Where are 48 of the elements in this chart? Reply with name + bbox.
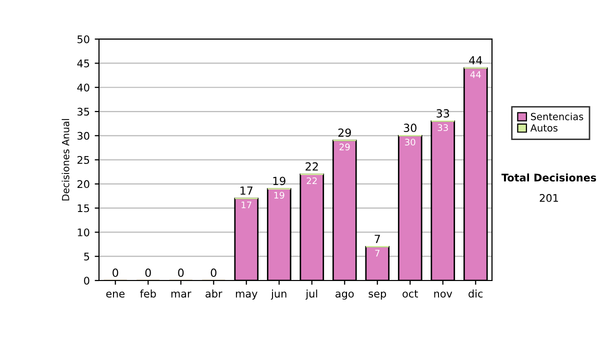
total-label: 44 — [469, 56, 482, 64]
y-tick-label: 20 — [77, 180, 90, 188]
data-label: 30 — [405, 138, 416, 146]
x-tick-label: nov — [434, 292, 452, 298]
y-tick-label: 50 — [78, 35, 90, 44]
total-label: 0 — [145, 268, 151, 277]
x-tick-label: ene — [106, 292, 125, 298]
total-label: 7 — [374, 234, 380, 243]
x-tick-label: oct — [402, 290, 418, 298]
total-label: 29 — [338, 128, 351, 137]
y-tick-label: 35 — [78, 108, 90, 116]
y-tick-label: 40 — [77, 84, 90, 92]
total-label: 0 — [210, 268, 216, 277]
x-tick-label: may — [236, 292, 258, 300]
data-label: 44 — [470, 71, 481, 78]
total-label: 22 — [306, 162, 318, 171]
data-label: 19 — [274, 192, 284, 199]
x-tick-label: mar — [171, 292, 192, 298]
y-axis-title: Decisiones Anual — [62, 119, 70, 200]
data-label: 7 — [375, 250, 380, 256]
y-tick-label: 25 — [77, 156, 90, 164]
y-tick-label: 30 — [78, 132, 90, 140]
x-tick-label: jul — [305, 290, 318, 300]
total-label: 19 — [273, 176, 286, 186]
data-label: 17 — [242, 202, 252, 208]
data-label: 29 — [340, 144, 350, 150]
legend-label: Autos — [530, 124, 558, 132]
y-tick-label: 0 — [84, 276, 90, 285]
total-label: 17 — [240, 186, 252, 195]
x-tick-label: abr — [206, 290, 222, 298]
legend-label: Sentencias — [530, 112, 584, 120]
x-tick-label: jun — [270, 290, 286, 300]
data-label: 33 — [438, 124, 448, 132]
y-tick-label: 45 — [77, 60, 90, 68]
total-label: 30 — [404, 124, 416, 132]
x-tick-label: sep — [368, 292, 386, 300]
x-tick-label: feb — [140, 290, 156, 298]
text: 201 — [540, 194, 558, 202]
x-tick-label: dic — [468, 290, 483, 298]
x-tick-label: ago — [336, 292, 354, 300]
total-label: 33 — [436, 109, 450, 118]
y-tick-label: 5 — [84, 252, 90, 260]
y-tick-label: 15 — [78, 204, 90, 212]
total-label: 0 — [178, 268, 184, 277]
y-tick-label: 10 — [78, 228, 90, 236]
data-label: 22 — [306, 177, 317, 184]
text: Total Decisiones — [501, 173, 596, 182]
total-label: 0 — [112, 268, 118, 277]
